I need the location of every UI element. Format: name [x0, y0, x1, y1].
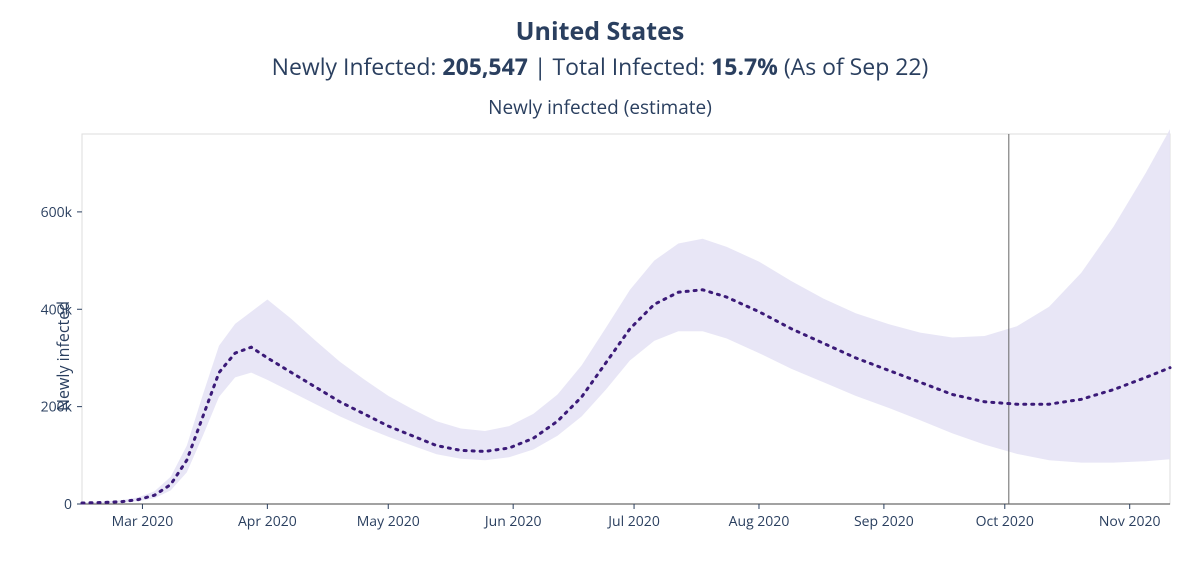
subtitle-prefix: Newly Infected:: [272, 50, 443, 82]
confidence-band: [82, 129, 1170, 503]
page-title: United States: [0, 14, 1200, 48]
subtitle-suffix: (As of Sep 22): [778, 50, 928, 82]
subtitle-mid: Total Infected:: [552, 50, 711, 82]
newly-infected-value: 205,547: [442, 50, 527, 82]
x-tick-label: Jul 2020: [606, 512, 660, 531]
page-subtitle: Newly Infected: 205,547 | Total Infected…: [0, 50, 1200, 82]
x-tick-label: Jun 2020: [483, 512, 542, 531]
x-tick-label: Nov 2020: [1099, 512, 1161, 531]
chart-container: Newly infected 0200k400k600kMar 2020Apr …: [0, 126, 1200, 586]
chart-title: Newly infected (estimate): [0, 94, 1200, 120]
x-tick-label: Aug 2020: [729, 512, 790, 531]
y-tick-label: 0: [64, 495, 72, 514]
line-chart: 0200k400k600kMar 2020Apr 2020May 2020Jun…: [0, 126, 1200, 556]
y-tick-label: 600k: [41, 203, 73, 222]
subtitle-sep: |: [528, 50, 553, 82]
x-tick-label: May 2020: [357, 512, 420, 531]
x-tick-label: Apr 2020: [238, 512, 297, 531]
y-axis-label: Newly infected: [52, 301, 74, 411]
x-tick-label: Mar 2020: [112, 512, 174, 531]
total-infected-value: 15.7%: [711, 50, 778, 82]
x-tick-label: Oct 2020: [976, 512, 1034, 531]
x-tick-label: Sep 2020: [854, 512, 914, 531]
